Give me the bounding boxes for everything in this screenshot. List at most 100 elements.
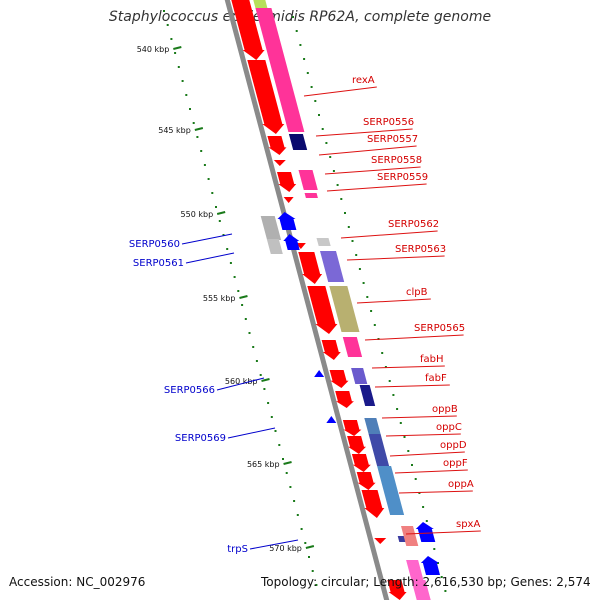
feature-block bbox=[411, 580, 431, 600]
cds-arrow bbox=[298, 252, 323, 284]
kbp-tick-mark bbox=[305, 545, 315, 549]
gene-label-serp0556[interactable]: SERP0556 bbox=[363, 117, 414, 128]
gene-label-rexa[interactable]: rexA bbox=[352, 75, 375, 86]
feature-block bbox=[377, 466, 405, 515]
gc-dot bbox=[332, 170, 335, 172]
gene-leader-line bbox=[181, 233, 233, 245]
gc-dot bbox=[384, 366, 387, 368]
kbp-tick-label: 570 kbp bbox=[269, 544, 302, 553]
feature-block bbox=[253, 0, 268, 8]
gc-dot bbox=[306, 72, 309, 74]
gc-dot bbox=[282, 458, 284, 460]
gc-dot bbox=[263, 388, 266, 390]
gene-leader-line bbox=[326, 183, 427, 192]
gene-label-oppa[interactable]: oppA bbox=[448, 479, 474, 490]
gc-dot bbox=[222, 234, 225, 236]
cds-arrow bbox=[329, 370, 349, 388]
genome-backbone bbox=[224, 0, 390, 600]
gc-dot bbox=[433, 548, 436, 550]
cds-arrow-small bbox=[273, 160, 286, 166]
feature-block bbox=[342, 337, 363, 357]
gene-label-fabf[interactable]: fabF bbox=[425, 373, 447, 384]
gc-dot bbox=[185, 94, 188, 96]
gc-dot bbox=[237, 290, 240, 292]
gc-dot bbox=[285, 472, 288, 474]
gene-label-trps[interactable]: trpS bbox=[227, 544, 248, 555]
gene-leader-line bbox=[346, 255, 445, 261]
gc-dot bbox=[229, 262, 232, 264]
gene-label-oppd[interactable]: oppD bbox=[440, 440, 467, 451]
reverse-cds-arrow bbox=[420, 556, 440, 575]
cds-arrow-small bbox=[374, 538, 387, 544]
gc-dot bbox=[347, 226, 350, 228]
cds-arrow bbox=[342, 420, 362, 436]
gene-leader-line bbox=[385, 433, 461, 437]
map-title: Staphylococcus epidermidis RP62A, comple… bbox=[108, 9, 492, 25]
gene-label-serp0565[interactable]: SERP0565 bbox=[414, 323, 465, 334]
gene-label-serp0562[interactable]: SERP0562 bbox=[388, 219, 439, 230]
gc-dot bbox=[362, 282, 365, 284]
kbp-tick-label: 565 kbp bbox=[247, 460, 280, 469]
gene-label-fabh[interactable]: fabH bbox=[420, 354, 444, 365]
gene-label-serp0559[interactable]: SERP0559 bbox=[377, 172, 428, 183]
gc-dot bbox=[289, 486, 292, 488]
feature-block bbox=[260, 216, 282, 240]
gene-label-spxa[interactable]: spxA bbox=[456, 519, 480, 530]
cds-arrow bbox=[307, 286, 338, 334]
gc-dot bbox=[170, 38, 173, 40]
gc-dot bbox=[418, 492, 421, 494]
gc-dot bbox=[344, 212, 346, 214]
accession-text: Accession: NC_002976 bbox=[9, 575, 146, 589]
gc-dot bbox=[215, 206, 217, 208]
gc-dot bbox=[358, 268, 361, 270]
cds-arrow-small bbox=[295, 243, 306, 249]
gc-dot bbox=[388, 380, 391, 382]
gc-dot bbox=[318, 114, 320, 116]
feature-block bbox=[304, 193, 318, 198]
cds-arrow bbox=[347, 436, 366, 454]
gene-label-serp0563[interactable]: SERP0563 bbox=[395, 244, 446, 255]
cds-arrow bbox=[231, 0, 265, 60]
kbp-tick-label: 550 kbp bbox=[181, 210, 214, 219]
gc-dot bbox=[325, 142, 328, 144]
gc-dot bbox=[425, 520, 428, 522]
cds-arrow bbox=[267, 136, 287, 155]
gc-dot bbox=[403, 436, 406, 438]
gc-dot bbox=[422, 506, 425, 508]
gene-label-serp0558[interactable]: SERP0558 bbox=[371, 155, 422, 166]
gc-dot bbox=[292, 16, 294, 18]
gene-label-serp0569[interactable]: SERP0569 bbox=[175, 433, 226, 444]
gc-dot bbox=[278, 444, 281, 446]
gene-label-serp0566[interactable]: SERP0566 bbox=[164, 385, 215, 396]
gene-leader-line bbox=[324, 166, 421, 175]
feature-blocks bbox=[253, 0, 431, 600]
gc-dot bbox=[211, 192, 214, 194]
gc-dot bbox=[381, 352, 384, 354]
reverse-cds-arrow bbox=[283, 234, 300, 250]
feature-block bbox=[329, 286, 360, 332]
gene-label-clpb[interactable]: clpB bbox=[406, 287, 428, 298]
gene-label-oppc[interactable]: oppC bbox=[436, 422, 462, 433]
gc-dot bbox=[207, 178, 210, 180]
gene-label-oppf[interactable]: oppF bbox=[443, 458, 468, 469]
gene-labels[interactable]: rexA SERP0556 SERP0557 SERP0558 SERP0559 SERP… bbox=[129, 75, 481, 555]
gc-dot bbox=[329, 156, 332, 158]
gc-dot bbox=[181, 80, 184, 82]
gc-dot bbox=[396, 408, 399, 410]
feature-block bbox=[401, 526, 419, 546]
feature-block bbox=[320, 251, 345, 282]
feature-block bbox=[298, 170, 318, 190]
gc-dot bbox=[200, 150, 203, 152]
gc-dot bbox=[314, 100, 317, 102]
gene-leader-line bbox=[364, 334, 464, 341]
kbp-ticks: 540 kbp 545 kbp 550 kbp 555 kbp 560 kbp 565 k… bbox=[137, 45, 315, 553]
gene-label-serp0560[interactable]: SERP0560 bbox=[129, 239, 180, 250]
gene-label-oppb[interactable]: oppB bbox=[432, 404, 458, 415]
gene-label-serp0557[interactable]: SERP0557 bbox=[367, 134, 418, 145]
cds-arrow-small bbox=[283, 197, 294, 203]
gc-dot bbox=[196, 136, 199, 138]
gc-dot bbox=[407, 450, 410, 452]
gc-dot bbox=[295, 30, 298, 32]
gene-label-serp0561[interactable]: SERP0561 bbox=[133, 258, 184, 269]
kbp-tick-mark bbox=[216, 211, 226, 215]
